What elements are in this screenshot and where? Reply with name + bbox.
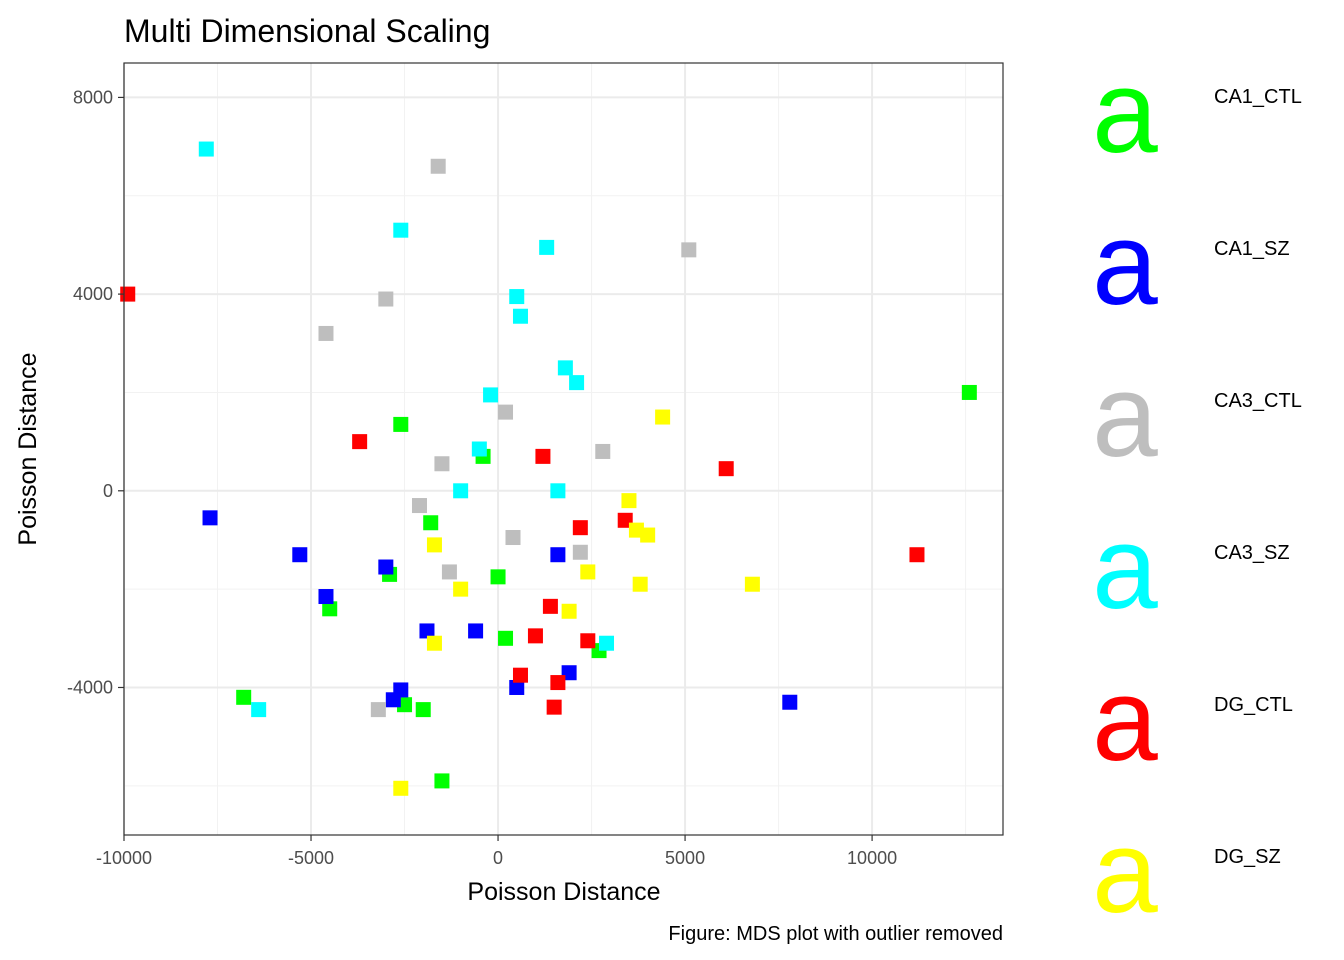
point-ca3-ctl [505,530,521,546]
x-axis: -10000 -5000 0 5000 10000 [96,835,897,868]
chart-title: Multi Dimensional Scaling [124,13,490,49]
point-dg-sz [580,564,596,580]
grid-lines [123,63,1003,835]
legend-label-ca3-ctl: CA3_CTL [1214,390,1302,412]
point-ca3-sz [453,483,469,499]
point-dg-ctl [572,520,588,536]
point-dg-sz [561,603,577,619]
point-ca1-ctl [434,773,450,789]
point-dg-sz [744,576,760,592]
point-ca3-sz [550,483,566,499]
data-points [120,141,977,796]
point-ca1-sz [782,694,798,710]
point-ca1-ctl [498,630,514,646]
point-ca3-ctl [370,702,386,718]
legend-label-dg-ctl: DG_CTL [1214,694,1293,716]
point-dg-sz [621,493,637,509]
x-tick-label: 5000 [665,848,705,868]
point-ca3-ctl [411,498,427,514]
x-tick-label: 10000 [847,848,897,868]
point-ca3-ctl [595,443,611,459]
point-ca1-ctl [961,384,977,400]
point-dg-ctl [527,628,543,644]
plot-panel [124,63,1003,835]
y-tick-label: 0 [103,481,113,501]
point-ca3-ctl [318,325,334,341]
point-ca3-sz [393,222,409,238]
point-ca3-sz [509,289,525,305]
point-dg-ctl [550,675,566,691]
point-ca3-sz [512,308,528,324]
legend-key-dg-ctl: a [1092,654,1158,786]
point-ca1-sz [318,589,334,605]
point-dg-sz [426,537,442,553]
point-dg-sz [655,409,671,425]
point-dg-sz [632,576,648,592]
y-tick-label: -4000 [67,677,113,697]
legend-label-ca3-sz: CA3_SZ [1214,542,1290,564]
point-ca1-sz [550,547,566,563]
point-ca3-ctl [681,242,697,258]
point-ca3-sz [483,387,499,403]
point-ca3-ctl [498,404,514,420]
point-dg-sz [426,635,442,651]
point-ca1-sz [378,559,394,575]
point-ca1-ctl [322,601,338,617]
point-ca1-sz [385,692,401,708]
figure-caption: Figure: MDS plot with outlier removed [668,923,1003,945]
point-ca1-ctl [415,702,431,718]
y-tick-label: 8000 [73,87,113,107]
point-dg-ctl [546,699,562,715]
legend-key-dg-sz: a [1092,806,1158,938]
legend-key-ca3-ctl: a [1092,350,1158,482]
x-tick-label: 0 [493,848,503,868]
point-dg-ctl [352,434,368,450]
point-dg-sz [453,581,469,597]
legend-label-ca1-ctl: CA1_CTL [1214,86,1302,108]
point-ca1-ctl [490,569,506,585]
point-ca1-sz [468,623,484,639]
y-axis-title: Poisson Distance [14,352,42,545]
point-ca3-sz [198,141,214,157]
point-ca3-ctl [441,564,457,580]
point-ca3-sz [471,441,487,457]
point-dg-ctl [542,598,558,614]
point-ca1-sz [419,623,435,639]
legend-key-ca3-sz: a [1092,502,1158,634]
x-tick-label: -5000 [288,848,334,868]
point-ca3-sz [557,360,573,376]
point-ca3-sz [599,635,615,651]
plot-panel-border [123,62,1004,836]
point-dg-ctl [580,633,596,649]
legend-key-ca1-sz: a [1092,198,1158,330]
point-dg-ctl [512,667,528,683]
y-axis: -4000 0 4000 8000 [67,87,124,697]
point-ca1-sz [202,510,218,526]
point-dg-sz [640,527,656,543]
point-ca1-ctl [393,416,409,432]
point-ca3-ctl [572,544,588,560]
point-ca3-sz [539,239,555,255]
point-ca1-ctl [423,515,439,531]
point-dg-ctl [718,461,734,477]
point-dg-sz [393,780,409,796]
legend-label-ca1-sz: CA1_SZ [1214,238,1290,260]
x-axis-title: Poisson Distance [467,878,660,906]
point-dg-ctl [535,448,551,464]
point-ca3-sz [251,702,267,718]
x-tick-label: -10000 [96,848,152,868]
point-ca1-sz [292,547,308,563]
point-ca3-ctl [378,291,394,307]
y-tick-label: 4000 [73,284,113,304]
legend-key-ca1-ctl: a [1092,46,1158,178]
point-ca3-ctl [434,456,450,472]
point-ca1-ctl [236,689,252,705]
point-dg-ctl [909,547,925,563]
point-ca3-sz [569,375,585,391]
point-ca1-sz [509,679,525,695]
point-ca3-ctl [430,158,446,174]
legend-label-dg-sz: DG_SZ [1214,846,1281,868]
